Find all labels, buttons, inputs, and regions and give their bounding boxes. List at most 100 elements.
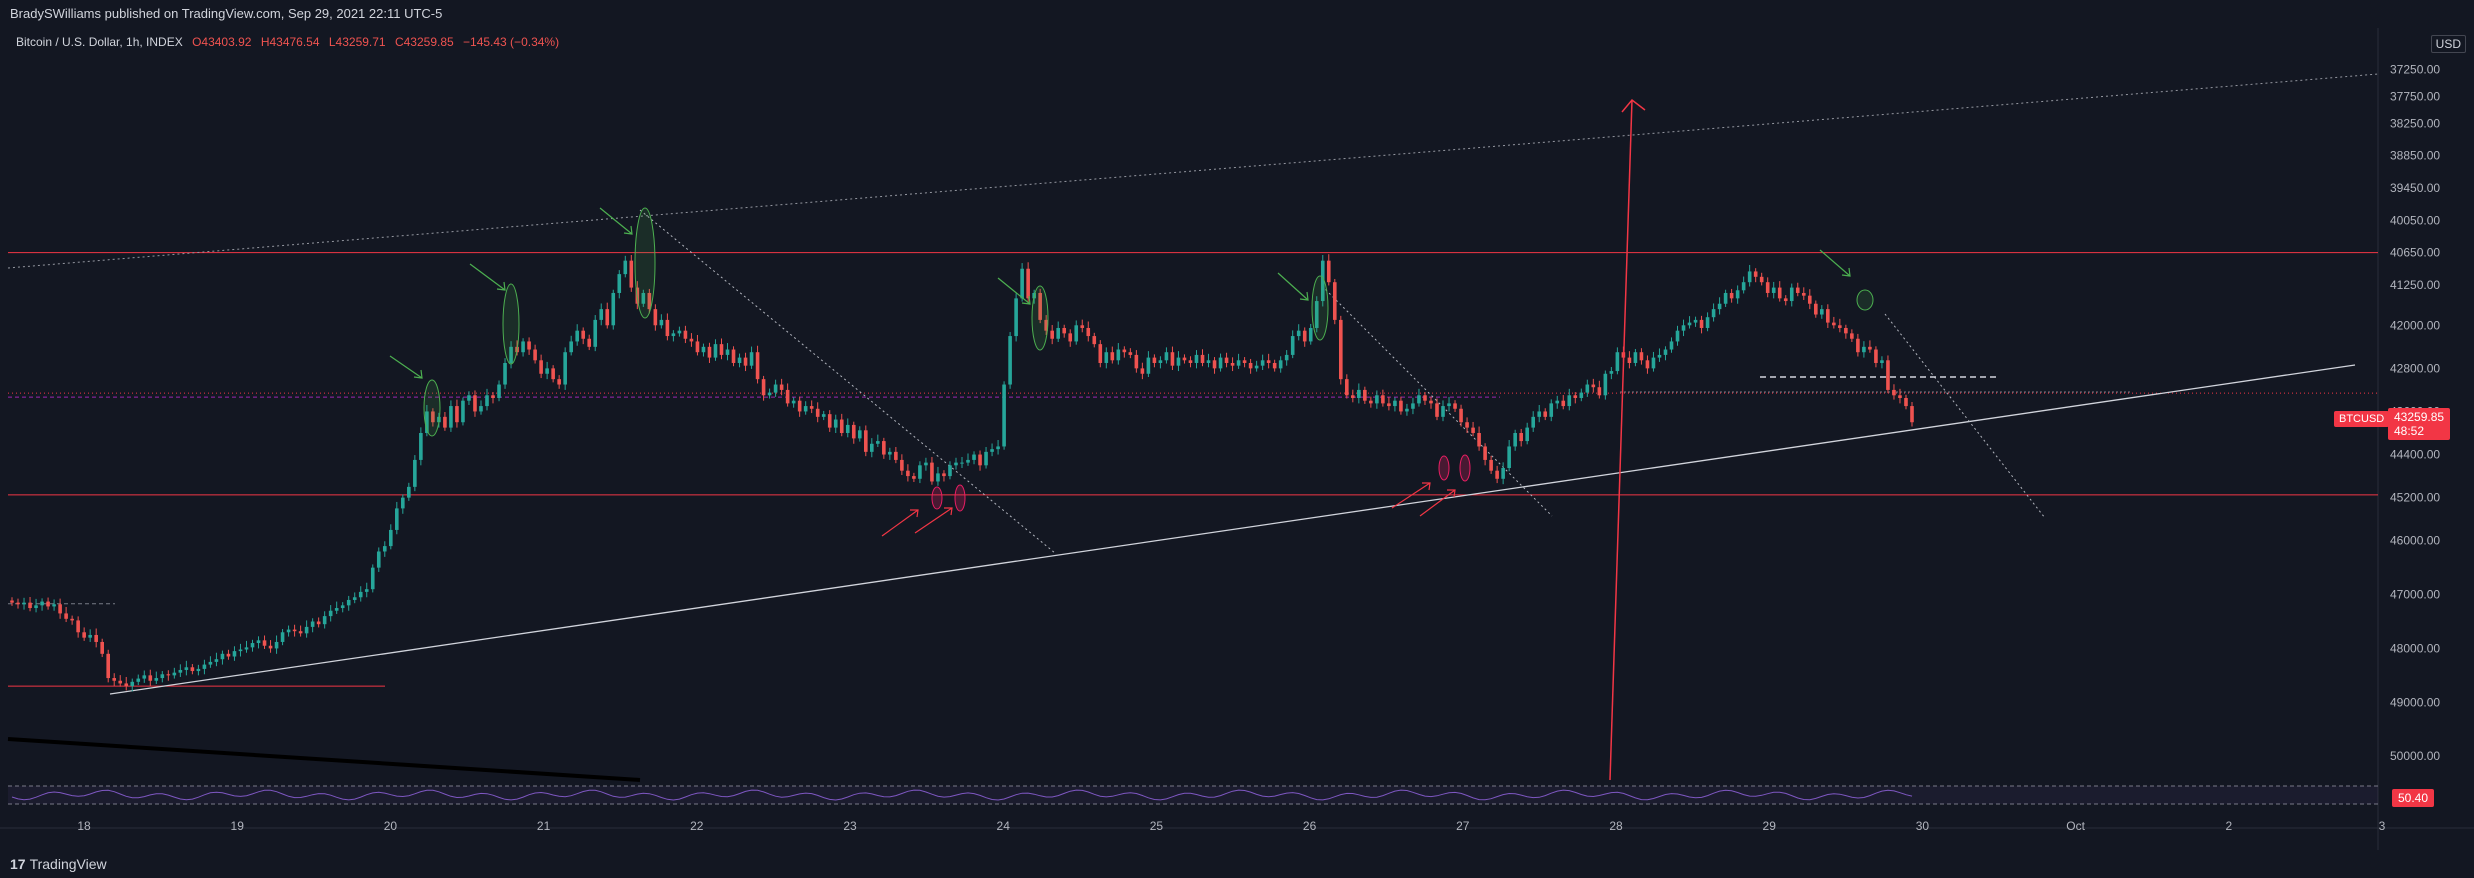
descending-trendline-2 xyxy=(1321,285,1553,517)
candle-body xyxy=(1122,349,1127,353)
green-arrow-head xyxy=(496,281,506,291)
candle-body xyxy=(1128,352,1133,355)
candle-body xyxy=(1771,287,1776,293)
currency-button[interactable]: USD xyxy=(2430,35,2466,53)
candle-body xyxy=(888,451,892,455)
red-arrow xyxy=(914,507,953,534)
candle-body xyxy=(491,395,495,398)
candle-body xyxy=(1242,360,1247,363)
candle-body xyxy=(479,406,483,412)
candle-body xyxy=(647,292,652,310)
time-tick-label: Oct xyxy=(2066,819,2085,833)
candle-body xyxy=(1134,354,1139,369)
candle-body xyxy=(1098,344,1103,363)
publish-header: BradySWilliams published on TradingView.… xyxy=(0,0,2474,28)
candle-body xyxy=(244,647,249,650)
chart-frame[interactable]: 37250.00 37750.00 38250.00 38850.00 39450.00… xyxy=(0,28,2474,850)
candle-body xyxy=(863,430,868,452)
time-tick-label: 21 xyxy=(537,819,551,833)
candle-body xyxy=(1886,360,1890,390)
candle-body xyxy=(713,344,718,358)
candle-body xyxy=(876,441,880,444)
candle-body xyxy=(894,451,898,460)
candle-body xyxy=(196,668,201,672)
candle-body xyxy=(791,400,796,404)
rsi-value-tag: 50.40 xyxy=(2392,789,2435,807)
candle-body xyxy=(1435,403,1439,417)
candle-body xyxy=(395,508,399,530)
candle-body xyxy=(1441,406,1445,417)
candle-body xyxy=(1459,408,1463,423)
legend-change: −145.43 (−0.34%) xyxy=(463,35,560,49)
candle-body xyxy=(136,678,141,682)
green-arrow xyxy=(599,207,633,235)
time-tick-label: 3 xyxy=(2379,819,2386,833)
top-highlight-ellipse xyxy=(634,207,656,319)
candle-body xyxy=(1705,317,1710,328)
price-tick-label: 48000.00 xyxy=(2390,641,2440,655)
candle-body xyxy=(1351,395,1355,398)
legend-high: H43476.54 xyxy=(260,35,320,49)
price-tick-label: 44400.00 xyxy=(2390,448,2440,462)
candle-body xyxy=(1489,459,1493,471)
candle-body xyxy=(821,414,826,417)
candle-body xyxy=(449,406,453,428)
bar-countdown: 48:52 xyxy=(2394,424,2425,438)
candle-body xyxy=(46,601,50,607)
candle-body xyxy=(924,462,928,466)
candle-body xyxy=(1795,287,1800,293)
candle-body xyxy=(1320,260,1325,302)
rsi-line xyxy=(11,789,1913,801)
price-tick-label: 38850.00 xyxy=(2390,149,2440,163)
time-tick-label: 28 xyxy=(1609,819,1623,833)
green-arrow-head xyxy=(1021,295,1031,305)
candle-body xyxy=(352,597,357,600)
candle-body xyxy=(100,641,104,654)
symbol-title[interactable]: Bitcoin / U.S. Dollar, 1h, INDEX xyxy=(16,35,183,49)
top-highlight-ellipse xyxy=(423,379,441,437)
candle-body xyxy=(1669,341,1674,350)
tradingview-brand-label: TradingView xyxy=(29,856,107,872)
candle-body xyxy=(142,675,147,679)
candle-body xyxy=(64,613,68,619)
candle-body xyxy=(1747,271,1752,283)
candle-body xyxy=(1236,360,1241,366)
last-price: 43259.85 xyxy=(2394,410,2445,424)
candle-body xyxy=(1513,433,1517,447)
tradingview-logo[interactable]: 17 TradingView xyxy=(10,850,107,878)
candle-body xyxy=(1537,411,1542,417)
candle-body xyxy=(918,465,922,479)
upper-dotted-trendline xyxy=(7,73,2379,269)
candle-body xyxy=(1898,395,1902,398)
candle-body xyxy=(737,357,742,363)
candle-body xyxy=(942,473,946,477)
price-tick-label: 47000.00 xyxy=(2390,588,2440,602)
candle-body xyxy=(1687,322,1692,326)
candle-body xyxy=(1447,403,1451,407)
time-tick-label: 18 xyxy=(77,819,91,833)
candle-body xyxy=(1555,400,1560,404)
candle-body xyxy=(545,368,549,374)
candle-body xyxy=(563,352,567,385)
time-tick-label: 20 xyxy=(384,819,398,833)
price-chart[interactable]: 37250.00 37750.00 38250.00 38850.00 39450.00… xyxy=(0,28,2474,850)
candle-body xyxy=(1194,354,1199,363)
candle-body xyxy=(671,333,676,337)
candle-body xyxy=(1525,427,1529,442)
candle-body xyxy=(1182,357,1187,361)
candle-body xyxy=(581,330,586,339)
top-highlight-ellipse xyxy=(1856,289,1874,311)
candle-body xyxy=(214,659,219,662)
candle-body xyxy=(1302,330,1307,342)
candle-body xyxy=(1230,362,1235,366)
candle-body xyxy=(419,433,423,460)
candle-body xyxy=(1272,362,1277,369)
candle-body xyxy=(557,379,561,385)
candle-body xyxy=(1254,365,1259,369)
candle-body xyxy=(653,309,658,326)
candle-body xyxy=(112,678,117,681)
candle-body xyxy=(1759,276,1764,283)
candle-body xyxy=(238,649,243,652)
candle-body xyxy=(906,470,910,477)
candle-body xyxy=(358,591,363,598)
